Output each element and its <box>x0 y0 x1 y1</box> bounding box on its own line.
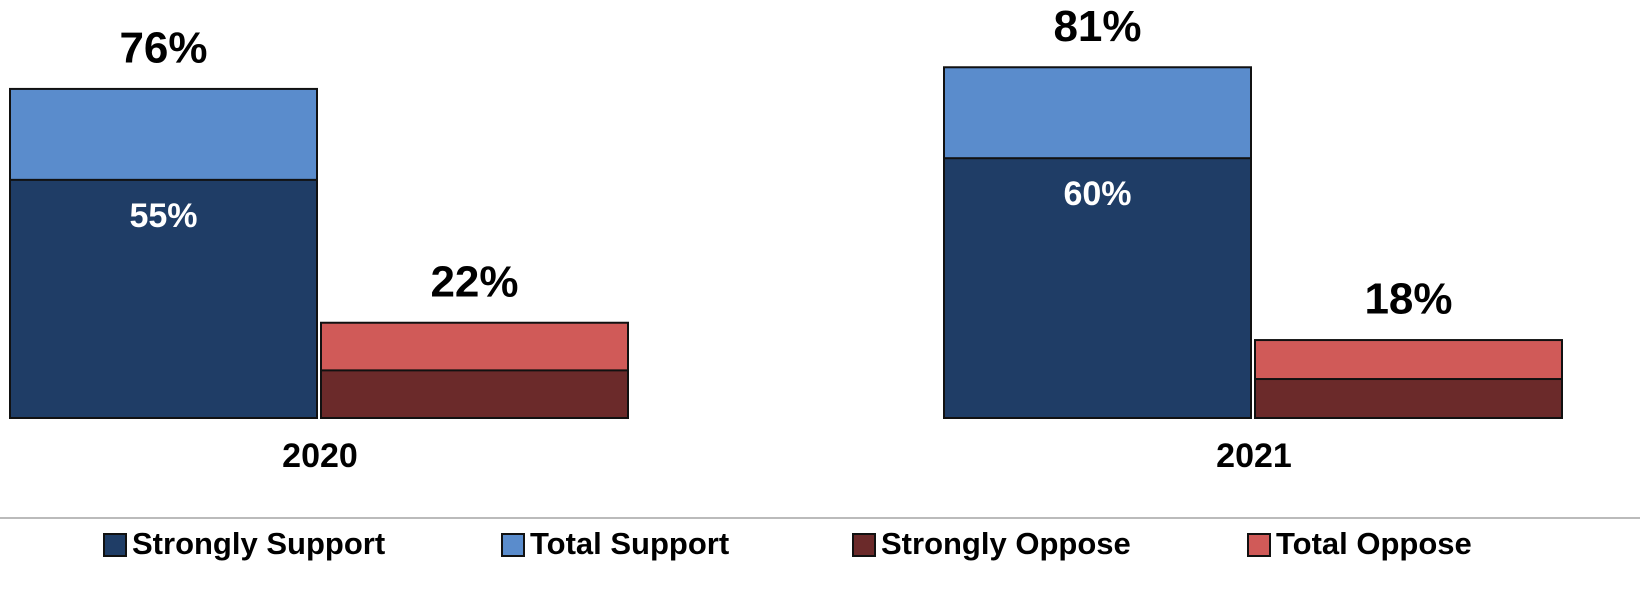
legend-label: Total Oppose <box>1276 526 1472 561</box>
legend-label: Strongly Support <box>132 526 385 561</box>
x-tick-label: 2020 <box>282 437 358 475</box>
x-tick-label: 2021 <box>1216 437 1292 475</box>
data-label: 55% <box>129 197 197 235</box>
legend-swatch <box>501 533 525 557</box>
legend-swatch <box>103 533 127 557</box>
legend-label: Strongly Oppose <box>881 526 1131 561</box>
legend-swatch <box>1247 533 1271 557</box>
data-label: 18% <box>1364 275 1452 324</box>
bar <box>943 157 1252 419</box>
data-label: 60% <box>1063 175 1131 213</box>
data-label: 81% <box>1053 2 1141 51</box>
bar <box>320 369 629 419</box>
bar <box>9 178 318 419</box>
data-label: 76% <box>119 24 207 73</box>
data-label: 22% <box>430 257 518 306</box>
bar <box>1254 378 1563 419</box>
legend-label: Total Support <box>530 526 729 561</box>
legend-swatch <box>852 533 876 557</box>
